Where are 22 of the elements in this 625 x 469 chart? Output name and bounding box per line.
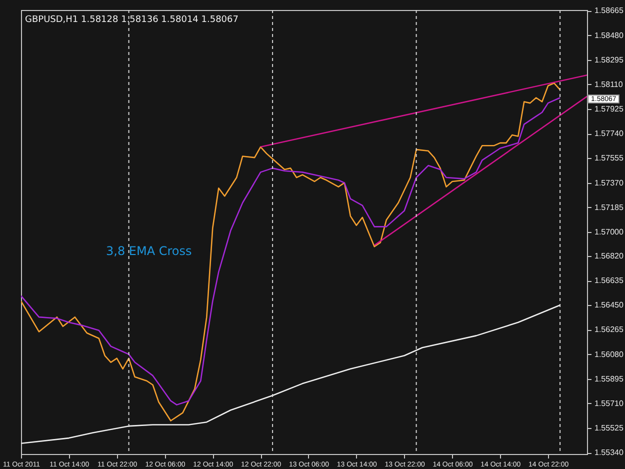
y-tick-label: 1.57370 xyxy=(594,178,624,188)
y-tick-label: 1.55710 xyxy=(594,398,624,408)
y-tick-label: 1.58665 xyxy=(594,6,624,16)
y-tick-label: 1.55525 xyxy=(594,424,624,433)
annotation: 3,8 EMA Cross xyxy=(106,244,192,258)
y-tick-label: 1.56080 xyxy=(594,350,624,359)
y-tick-label: 1.55340 xyxy=(594,448,624,458)
y-tick-label: 1.57740 xyxy=(594,129,624,138)
y-tick-label: 1.58110 xyxy=(594,80,624,89)
y-tick-label: 1.58480 xyxy=(594,30,624,40)
line-series xyxy=(21,304,561,444)
text: GBPUSD,H1 1.58128 1.58136 1.58014 1.58067 xyxy=(25,15,238,25)
y-tick-label: 1.56450 xyxy=(594,300,624,310)
y-tick-label: 1.55895 xyxy=(594,374,624,384)
y-tick-label: 1.57185 xyxy=(594,202,624,212)
y-tick-label: 1.56265 xyxy=(594,325,624,334)
y-tick-label: 1.56635 xyxy=(594,276,624,286)
y-tick-label: 1.56820 xyxy=(594,251,624,260)
y-tick-label: 1.57555 xyxy=(594,154,624,163)
y-tick-label: 1.57925 xyxy=(594,104,624,114)
y-tick-label: 1.58295 xyxy=(594,55,624,64)
y-tick-label: 1.57000 xyxy=(594,228,624,236)
